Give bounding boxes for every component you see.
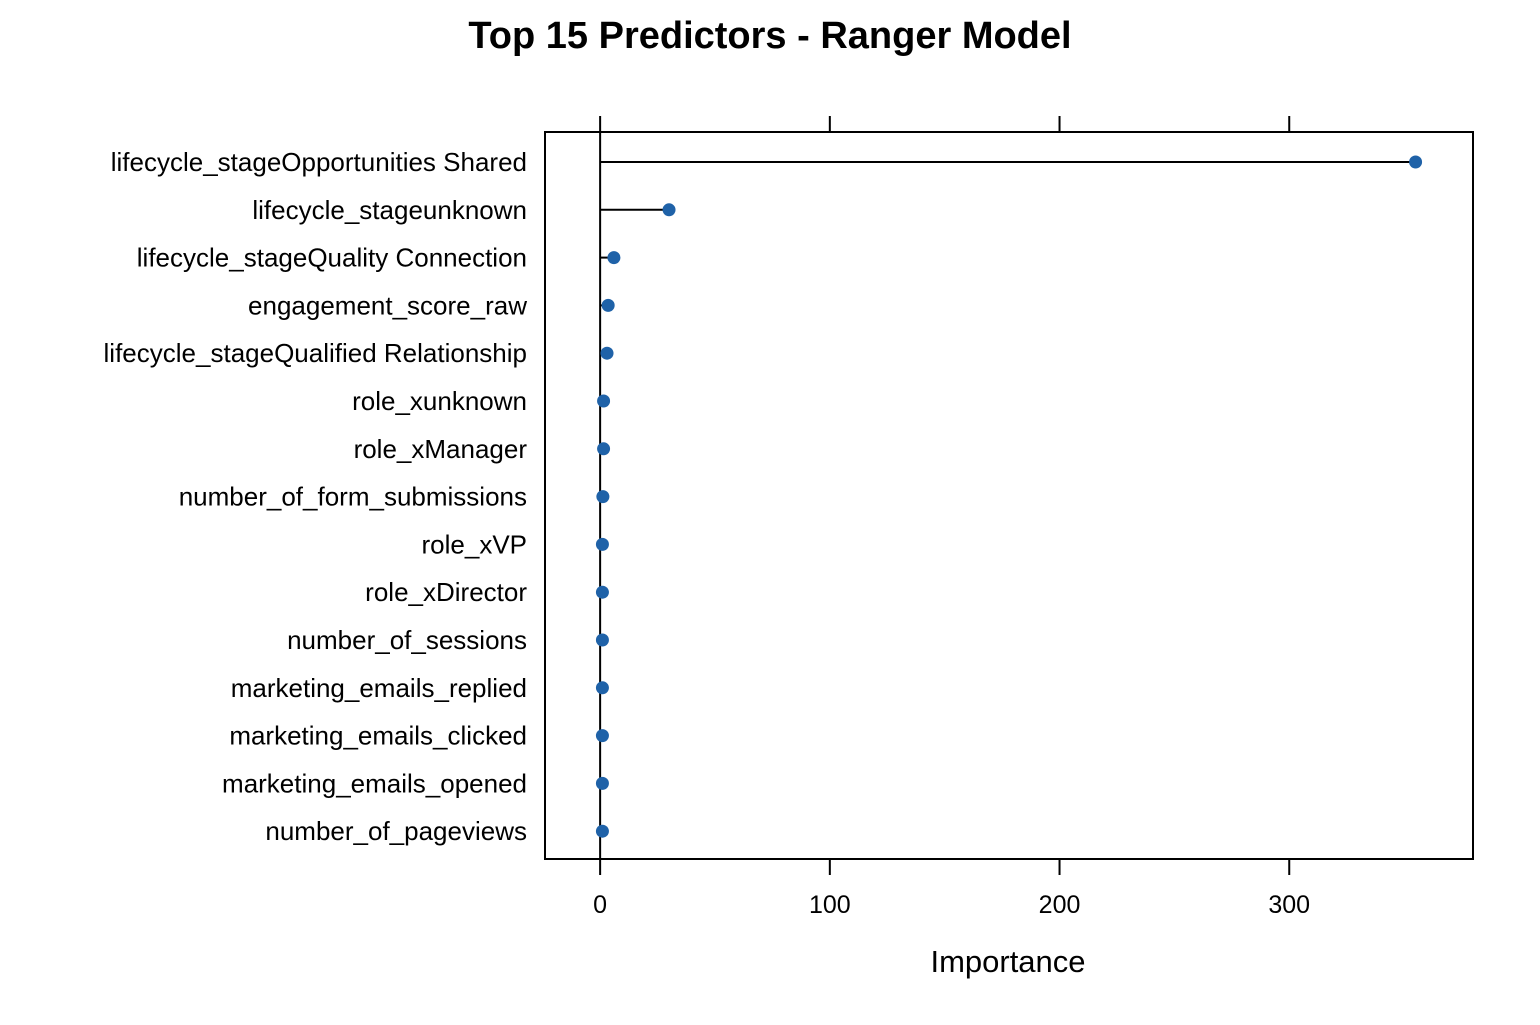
data-marks [595, 155, 1423, 838]
category-label: number_of_form_submissions [179, 482, 527, 512]
category-label: lifecycle_stageQuality Connection [137, 243, 527, 273]
category-label: role_xManager [354, 434, 528, 464]
data-point [607, 251, 621, 265]
category-label: lifecycle_stageunknown [252, 195, 527, 225]
plot-frame [544, 131, 1474, 860]
category-label: role_xunknown [352, 386, 527, 416]
category-label: marketing_emails_clicked [229, 721, 527, 751]
category-labels: lifecycle_stageOpportunities Shared lifec… [104, 147, 528, 846]
data-point [1409, 155, 1423, 169]
category-label: lifecycle_stageQualified Relationship [104, 338, 527, 368]
category-label: engagement_score_raw [248, 290, 527, 320]
data-point [595, 633, 609, 647]
chart-title: Top 15 Predictors - Ranger Model [468, 15, 1071, 57]
category-label: marketing_emails_replied [231, 673, 527, 703]
x-tick-label: 200 [1039, 891, 1081, 919]
data-point [597, 442, 611, 456]
data-point [597, 394, 611, 408]
data-point [595, 824, 609, 838]
data-point [596, 490, 610, 504]
x-axis: 0 100 200 300 [593, 859, 1310, 919]
data-point [595, 681, 609, 695]
data-point [600, 346, 614, 360]
data-point [595, 776, 609, 790]
x-axis-title: Importance [930, 944, 1085, 979]
category-label: number_of_sessions [287, 625, 527, 655]
data-point [601, 298, 615, 312]
category-label: number_of_pageviews [265, 816, 527, 846]
x-tick-label: 100 [809, 891, 851, 919]
data-point [595, 585, 609, 599]
category-label: marketing_emails_opened [222, 768, 527, 798]
data-point [662, 203, 676, 217]
x-tick-label: 300 [1268, 891, 1310, 919]
top-axis-ticks [599, 116, 1291, 132]
x-tick-label: 0 [593, 891, 607, 919]
category-label: role_xDirector [365, 577, 527, 607]
data-point [595, 537, 609, 551]
data-point [595, 729, 609, 743]
category-label: role_xVP [422, 529, 528, 559]
category-label: lifecycle_stageOpportunities Shared [111, 147, 527, 177]
